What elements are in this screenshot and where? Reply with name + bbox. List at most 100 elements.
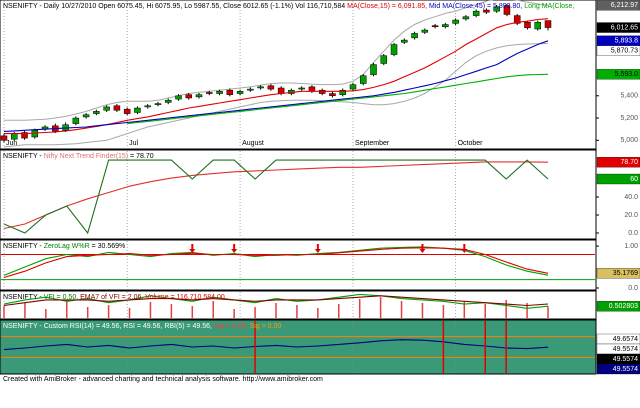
- candle-body: [103, 106, 110, 111]
- candle-body: [318, 89, 326, 94]
- candle-body: [123, 108, 131, 114]
- value-box: [596, 22, 640, 33]
- candle-body: [370, 64, 377, 75]
- value-box-label: 6,012.65: [611, 24, 638, 31]
- candle-body: [195, 94, 203, 98]
- candle-body: [72, 117, 80, 124]
- candle-body: [431, 25, 439, 27]
- panel-title: NSENIFTY - Daily 10/27/2010 Open 6075.45…: [3, 3, 574, 10]
- title-part: NSENIFTY -: [3, 243, 44, 250]
- panel-bg: [0, 239, 597, 291]
- title-part: Long MA(Close,: [524, 3, 574, 10]
- value-box-label: 49.6574: [613, 336, 638, 343]
- candle-body: [298, 87, 305, 90]
- title-part: VFI = 0.50,: [44, 294, 80, 301]
- series-line: [3, 40, 549, 132]
- title-part: NSENIFTY - Custom RSI(14) = 49.56, RSI =…: [3, 323, 164, 330]
- candle-body: [421, 29, 429, 33]
- candle-body: [339, 89, 346, 95]
- x-tick-label: October: [458, 140, 484, 147]
- title-part: = 30.569%: [90, 243, 126, 250]
- candle-body: [483, 9, 490, 13]
- value-box: [596, 173, 640, 185]
- candle-body: [503, 5, 511, 15]
- series-line: [4, 18, 549, 135]
- candle-body: [452, 19, 459, 24]
- signal-arrow: [419, 244, 426, 253]
- y-tick-label: 0.0: [628, 230, 638, 237]
- candle-body: [134, 107, 141, 113]
- y-tick-label: 40.0: [624, 194, 638, 201]
- value-box: [596, 45, 640, 56]
- x-tick-label: Jun: [6, 140, 17, 147]
- candle-body: [513, 15, 521, 24]
- series-line: [3, 339, 549, 351]
- candle-body: [113, 105, 121, 111]
- title-part: NSENIFTY -: [3, 153, 44, 160]
- candle-body: [277, 87, 285, 94]
- value-box-label: 5,593.0: [615, 71, 638, 78]
- x-tick-label: August: [242, 140, 264, 147]
- series-line: [3, 295, 549, 307]
- title-part: Mid MA(Close,45) = 5,893.80,: [429, 3, 524, 10]
- candle-body: [164, 99, 172, 103]
- candle-body: [267, 85, 275, 90]
- candle-body: [154, 103, 162, 105]
- value-box-label: 35.1769: [613, 270, 638, 277]
- band-line: [3, 42, 549, 148]
- title-part: NSENIFTY - Daily 10/27/2010 Open 6075.45…: [3, 3, 347, 10]
- panel-bg: [0, 0, 597, 150]
- panel-bg: [0, 290, 597, 320]
- title-part: ZeroLag W%R: [44, 243, 90, 250]
- value-box-label: 60: [630, 176, 638, 183]
- candle-body: [442, 24, 449, 27]
- candle-body: [257, 86, 264, 89]
- candle-body: [247, 88, 254, 91]
- candle-body: [308, 86, 316, 92]
- series-line: [3, 161, 549, 230]
- value-box-label: 5,870.73: [611, 48, 638, 55]
- candle-body: [349, 84, 357, 90]
- candle-body: [411, 33, 418, 39]
- signal-arrow: [189, 244, 196, 253]
- band-line: [4, 0, 549, 121]
- candle-body: [82, 114, 90, 118]
- title-part: EMA7 of VFI = 2.06,: [80, 294, 145, 301]
- candle-body: [21, 132, 28, 139]
- y-tick-label: 5,200: [620, 115, 638, 122]
- candle-body: [544, 20, 552, 28]
- series-line: [3, 247, 549, 279]
- candle-body: [175, 95, 182, 100]
- candle-body: [401, 39, 408, 43]
- y-tick-label: 0.0: [628, 285, 638, 292]
- title-part: Sig = 0.00: [250, 323, 282, 330]
- title-part: NSENIFTY -: [3, 294, 44, 301]
- value-box-label: 0.502803: [609, 303, 638, 310]
- panel-title: NSENIFTY - Nifty Next Trend Finder(15) =…: [3, 153, 154, 160]
- value-box: [596, 69, 640, 80]
- title-part: Sig = 0.00,: [214, 323, 250, 330]
- y-tick-label: 1.00: [624, 243, 638, 250]
- panel-title: NSENIFTY - ZeroLag W%R = 30.569%: [3, 243, 125, 250]
- y-tick-label: 5,400: [620, 93, 638, 100]
- value-box: [596, 301, 640, 312]
- series-line: [127, 73, 549, 125]
- y-tick-label: 20.0: [624, 212, 638, 219]
- candle-body: [524, 22, 531, 29]
- candle-body: [206, 92, 213, 94]
- x-tick-label: September: [355, 140, 390, 147]
- signal-arrow: [461, 244, 468, 253]
- candle-body: [185, 94, 193, 99]
- candle-body: [144, 105, 151, 108]
- value-box-label: 6,212.97: [611, 2, 638, 9]
- title-part: = 78.70: [128, 153, 154, 160]
- value-box-label: 5,893.8: [615, 38, 638, 45]
- signal-arrow: [314, 244, 321, 253]
- value-box-label: 49.5574: [613, 356, 638, 363]
- panel-title: NSENIFTY - VFI = 0.50, EMA7 of VFI = 2.0…: [3, 294, 227, 301]
- candle-body: [11, 133, 18, 140]
- x-tick-label: Jul: [129, 140, 138, 147]
- value-box-label: 49.5574: [613, 366, 638, 373]
